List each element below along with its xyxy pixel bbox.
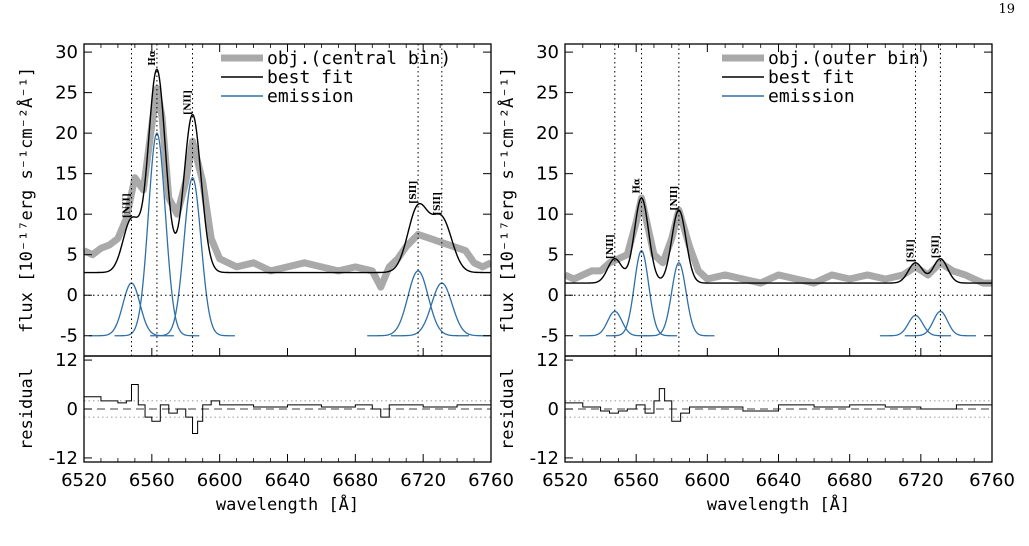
xtick-label: 6760 [969, 470, 1015, 491]
line-marker-label: [NII] [670, 186, 680, 211]
flux-ytick-label: 20 [55, 123, 78, 144]
residual-ytick-label: 0 [67, 399, 78, 420]
flux-ytick-label: -5 [60, 326, 78, 347]
emission-component-0 [579, 310, 651, 337]
flux-ytick-label: 5 [67, 245, 78, 266]
legend-entry-2: emission [267, 86, 354, 107]
emission-component-1 [605, 249, 678, 337]
flux-plot-area [565, 44, 992, 356]
emission-component-2 [643, 262, 715, 337]
flux-plot-area [84, 44, 491, 356]
line-marker-label: [NII] [184, 90, 194, 115]
flux-ytick-label: 0 [67, 285, 78, 306]
observed-spectrum-line [565, 194, 992, 287]
flux-ytick-label: 20 [536, 123, 559, 144]
xtick-label: 6520 [542, 470, 588, 491]
observed-spectrum-line [84, 85, 491, 291]
flux-ytick-label: -5 [541, 326, 559, 347]
x-axis-title: wavelength [Å] [216, 493, 359, 515]
left-panel-central-bin: [NII] Hα [NII] [SII] [SII] obj.(central bin)b… [15, 42, 514, 515]
flux-ytick-label: 25 [536, 83, 559, 104]
xtick-label: 6560 [129, 470, 175, 491]
legend-entry-0: obj.(central bin) [267, 48, 451, 69]
line-marker-label: [SII] [433, 192, 443, 215]
flux-ytick-label: 10 [55, 204, 78, 225]
xtick-label: 6560 [613, 470, 659, 491]
x-axis-title: wavelength [Å] [707, 493, 850, 515]
xtick-label: 6600 [684, 470, 730, 491]
xtick-label: 6760 [468, 470, 514, 491]
flux-axis-title: flux [10⁻¹⁷erg s⁻¹cm⁻²Å⁻¹] [15, 67, 37, 333]
residual-step-line [565, 388, 992, 422]
right-panel-outer-bin: [NII] Hα [NII] [SII] [SII] obj.(outer bin)bes… [496, 42, 1015, 515]
flux-ytick-label: 15 [55, 164, 78, 185]
flux-ytick-label: 0 [548, 285, 559, 306]
line-marker-label: Hα [148, 50, 158, 66]
line-marker-label: [NII] [606, 234, 616, 259]
xtick-label: 6680 [827, 470, 873, 491]
xtick-label: 6520 [61, 470, 107, 491]
emission-component-2 [150, 176, 235, 337]
line-marker-label: [NII] [122, 193, 132, 218]
xtick-label: 6640 [756, 470, 802, 491]
page-number: 19 [998, 2, 1015, 17]
residual-plot-area [565, 388, 992, 422]
flux-ytick-label: 5 [548, 245, 559, 266]
line-marker-label: [SII] [906, 239, 916, 262]
residual-ytick-label: -12 [530, 448, 559, 469]
flux-ytick-label: 30 [536, 42, 559, 63]
emission-component-3 [367, 270, 469, 337]
legend-entry-2: emission [768, 86, 855, 107]
residual-axis-title: residual [498, 368, 518, 450]
residual-step-line [84, 384, 491, 434]
best-fit-line [565, 197, 992, 284]
residual-ytick-label: 12 [55, 350, 78, 371]
line-marker-label: [SII] [409, 181, 419, 204]
flux-ytick-label: 25 [55, 83, 78, 104]
legend-entry-1: best fit [267, 67, 354, 88]
residual-plot-area [84, 384, 491, 434]
legend-entry-1: best fit [768, 67, 855, 88]
emission-component-4 [904, 310, 976, 337]
legend-entry-0: obj.(outer bin) [768, 48, 931, 69]
flux-axis-title: flux [10⁻¹⁷erg s⁻¹cm⁻²Å⁻¹] [496, 67, 518, 333]
residual-ytick-label: 12 [536, 350, 559, 371]
xtick-label: 6720 [898, 470, 944, 491]
flux-ytick-label: 15 [536, 164, 559, 185]
residual-ytick-label: 0 [548, 399, 559, 420]
xtick-label: 6600 [197, 470, 243, 491]
xtick-label: 6680 [332, 470, 378, 491]
xtick-label: 6720 [400, 470, 446, 491]
residual-ytick-label: -12 [49, 448, 78, 469]
residual-axis-title: residual [17, 368, 37, 450]
line-marker-label: Hα [633, 178, 643, 194]
emission-component-1 [114, 132, 200, 337]
flux-ytick-label: 10 [536, 204, 559, 225]
flux-ytick-label: 30 [55, 42, 78, 63]
xtick-label: 6640 [265, 470, 311, 491]
best-fit-line [84, 68, 491, 274]
line-marker-label: [SII] [931, 235, 941, 258]
